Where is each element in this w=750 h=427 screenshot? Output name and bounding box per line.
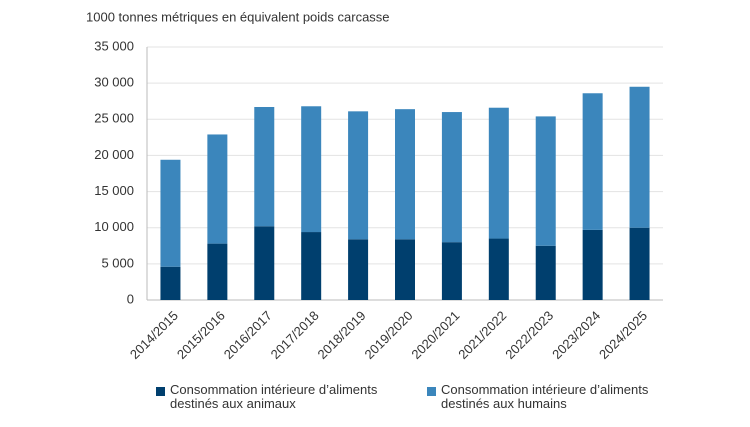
bar-segment (535, 245, 556, 300)
y-tick-label: 35 000 (94, 38, 134, 53)
x-tick-label: 2018/2019 (315, 308, 369, 362)
legend-swatch (156, 387, 165, 396)
y-tick-label: 25 000 (94, 111, 134, 126)
bar-segment (395, 239, 415, 300)
bar-segment (254, 226, 275, 300)
y-tick-label: 5 000 (101, 255, 134, 270)
x-tick-label: 2023/2024 (549, 308, 603, 362)
x-tick-label: 2019/2020 (361, 308, 415, 362)
bar-segment (582, 229, 603, 300)
bar-segment (348, 239, 369, 300)
x-tick-label: 2017/2018 (268, 308, 322, 362)
x-tick-label: 2014/2015 (127, 308, 181, 362)
bar-segment (207, 243, 228, 300)
legend-swatch (427, 387, 436, 396)
bar-segment (348, 111, 369, 240)
y-tick-label: 0 (127, 291, 134, 306)
x-tick-label: 2022/2023 (502, 308, 556, 362)
bar-segment (207, 134, 228, 244)
x-tick-label: 2021/2022 (455, 308, 509, 362)
bar-segment (488, 238, 509, 300)
bar-segment (395, 109, 415, 240)
bar-segment (441, 242, 462, 300)
y-tick-label: 30 000 (94, 75, 134, 90)
legend-label: Consommation intérieure d’aliments desti… (441, 382, 649, 411)
bar-segment (629, 227, 650, 300)
bar-segment (254, 106, 275, 227)
bar-segment (582, 93, 603, 230)
bar-segment (535, 116, 556, 246)
chart-title: 1000 tonnes métriques en équivalent poid… (86, 9, 390, 24)
x-tick-label: 2020/2021 (408, 308, 462, 362)
bar-segment (488, 107, 509, 239)
y-tick-label: 20 000 (94, 147, 134, 162)
legend-label: Consommation intérieure d’aliments desti… (170, 382, 378, 411)
x-tick-label: 2015/2016 (174, 308, 228, 362)
bar-segment (301, 106, 322, 233)
bar-segment (629, 86, 650, 228)
bar-segment (441, 112, 462, 243)
bar-segment (301, 232, 322, 300)
x-tick-label: 2016/2017 (221, 308, 275, 362)
y-tick-label: 15 000 (94, 183, 134, 198)
bar-segment (160, 159, 181, 267)
y-tick-label: 10 000 (94, 219, 134, 234)
x-tick-label: 2024/2025 (596, 308, 650, 362)
bar-segment (160, 266, 181, 300)
